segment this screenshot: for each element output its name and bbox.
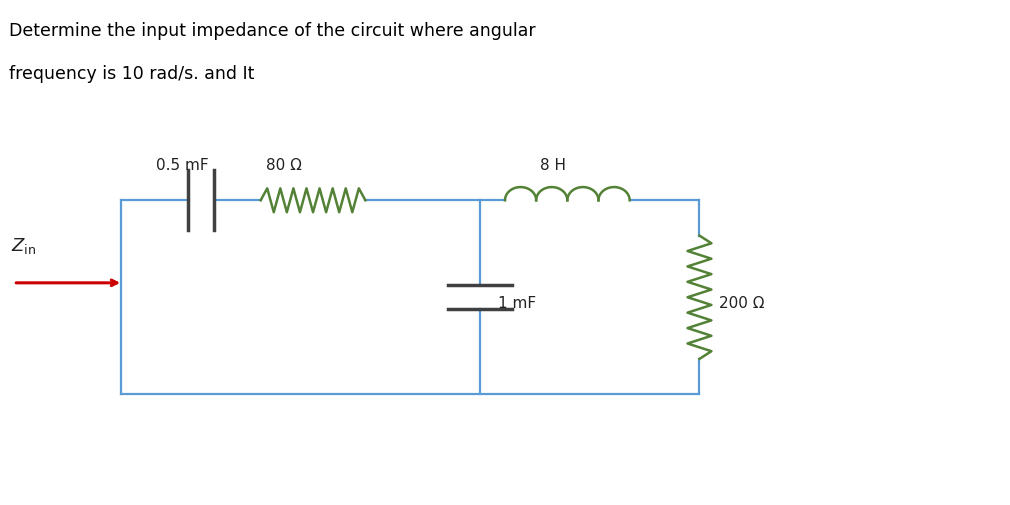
Text: Determine the input impedance of the circuit where angular: Determine the input impedance of the cir… xyxy=(9,22,536,40)
Text: 80 Ω: 80 Ω xyxy=(266,158,302,173)
Text: frequency is 10 rad/s. and It: frequency is 10 rad/s. and It xyxy=(9,65,255,83)
Text: $Z_{\rm in}$: $Z_{\rm in}$ xyxy=(11,235,36,256)
Text: 8 H: 8 H xyxy=(540,158,566,173)
Text: 200 Ω: 200 Ω xyxy=(719,295,765,310)
Text: 0.5 mF: 0.5 mF xyxy=(156,158,209,173)
Text: 1 mF: 1 mF xyxy=(498,295,536,310)
